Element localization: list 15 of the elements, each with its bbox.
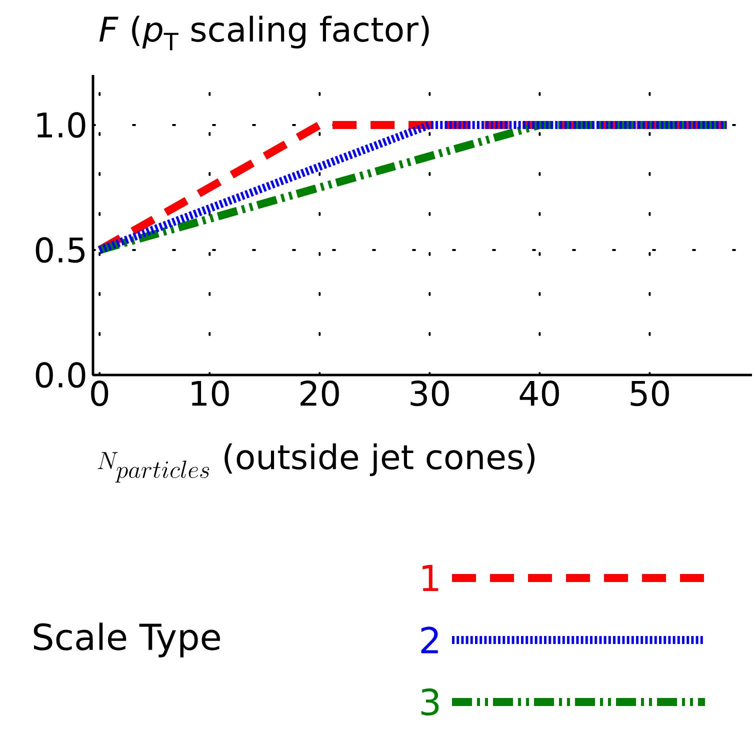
x-axis-title: $N_{particles}\ \mbox{(outside jet cones)}$ (98, 443, 534, 483)
y-tick-label: 0.5 (36, 237, 85, 263)
x-tick-label: 50 (630, 380, 669, 406)
y-axis-title: F (p$_{T}$ scaling factor) (99, 16, 429, 50)
x-tick-label: 0 (91, 380, 108, 406)
text: 3 (421, 688, 439, 716)
text: 1 (422, 564, 438, 592)
y-tick-label: 0.0 (36, 362, 86, 388)
x-tick-label: 40 (520, 380, 559, 406)
x-tick-label: 20 (300, 380, 339, 406)
x-tick-label: 10 (192, 380, 229, 406)
x-tick-label: 30 (410, 380, 449, 406)
y-tick-label: 1.0 (37, 112, 86, 138)
text: 2 (421, 626, 438, 654)
legend-title: Scale Type (34, 622, 220, 658)
